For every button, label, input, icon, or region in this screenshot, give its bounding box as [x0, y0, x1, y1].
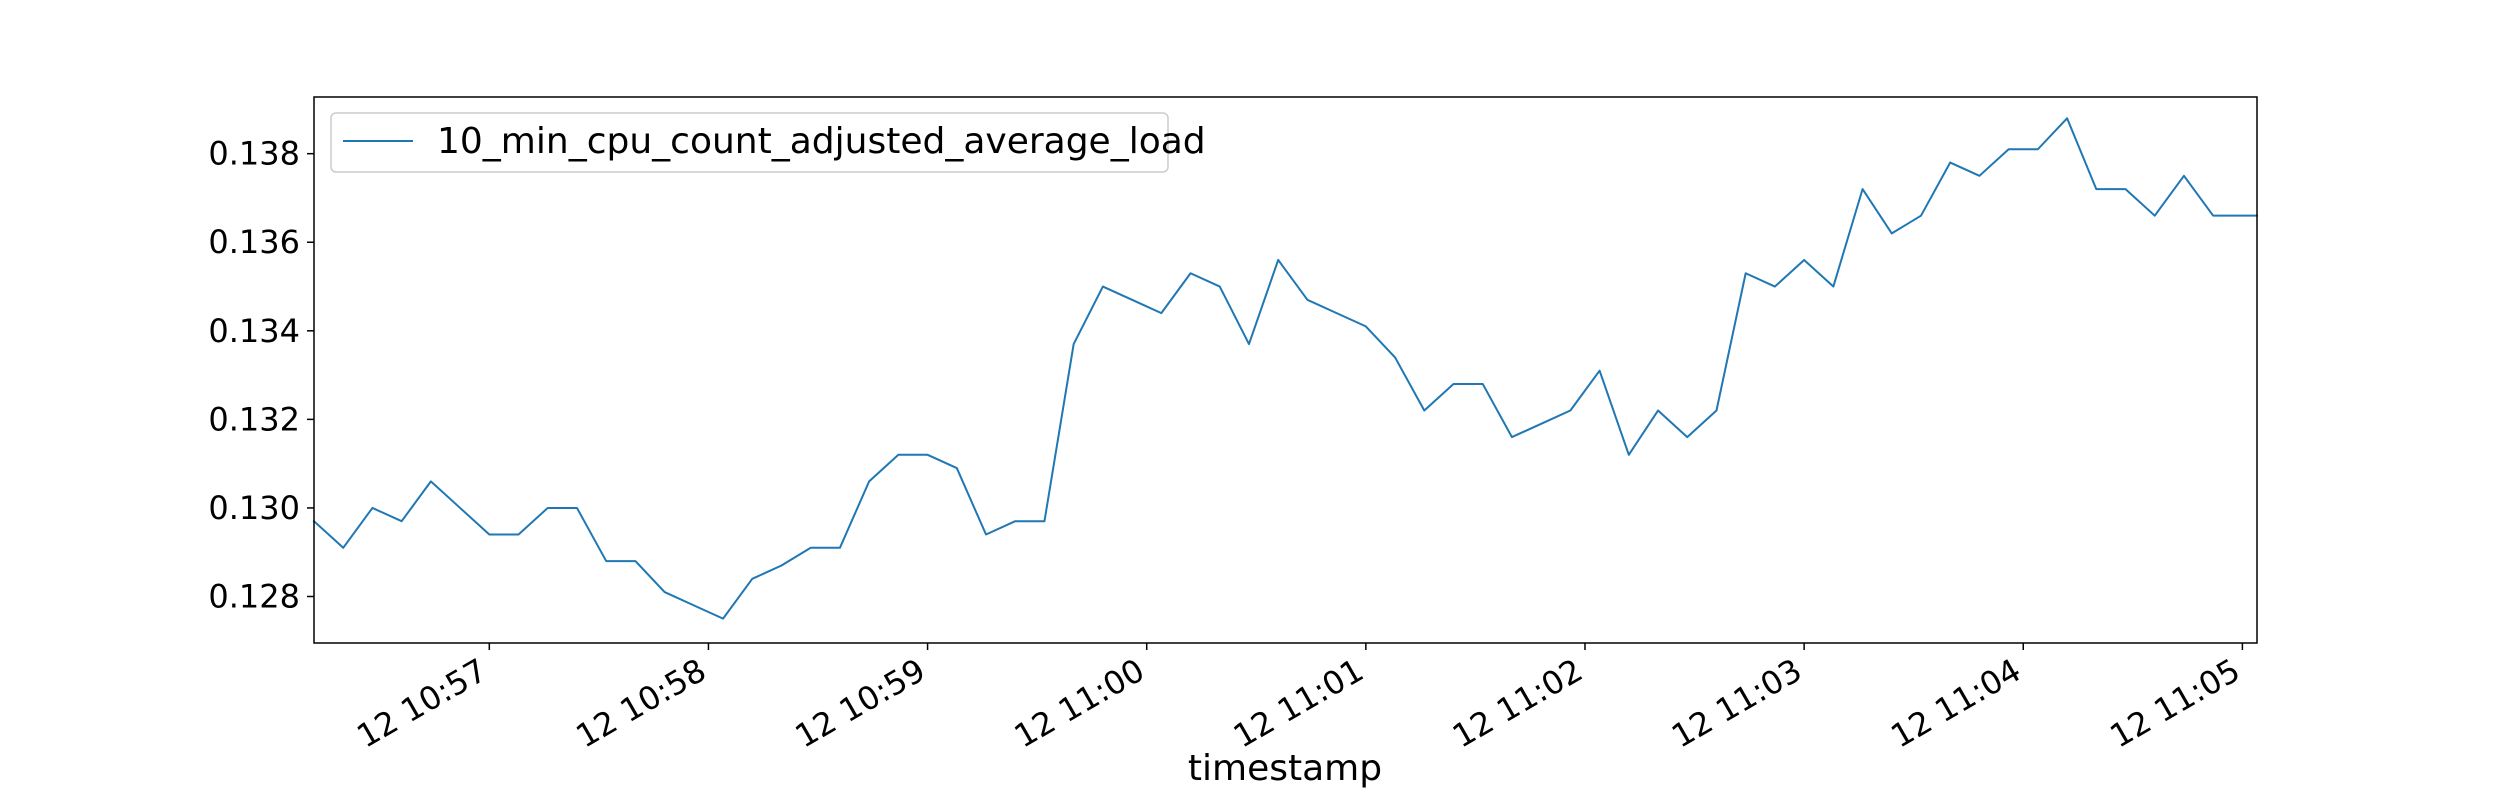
legend: 10_min_cpu_count_adjusted_average_load: [330, 112, 1206, 173]
series-line-cpu-load: [312, 117, 2258, 620]
y-axis-ticks: 0.128 0.130 0.132 0.134 0.136 0.138: [208, 135, 314, 616]
y-tick-label: 0.138: [208, 135, 300, 173]
x-axis-title: timestamp: [1188, 748, 1382, 789]
series-layer: [312, 117, 2258, 620]
y-tick-label: 0.134: [208, 312, 300, 350]
legend-box: [330, 112, 1169, 173]
y-tick-label: 0.128: [208, 578, 300, 616]
y-tick-label: 0.132: [208, 400, 300, 438]
legend-label: 10_min_cpu_count_adjusted_average_load: [437, 121, 1206, 162]
y-tick-label: 0.130: [208, 489, 300, 527]
y-tick-label: 0.136: [208, 223, 300, 261]
plot-frame: [313, 96, 2258, 644]
